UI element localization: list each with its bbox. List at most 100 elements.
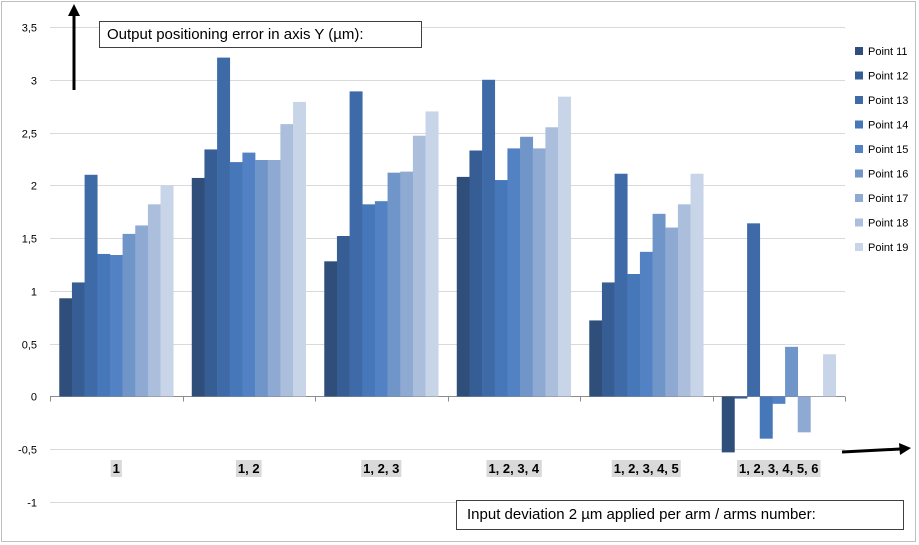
- category-label: 1, 2, 3, 4, 5, 6: [739, 461, 819, 476]
- bar: [349, 91, 363, 397]
- x-axis-label: Input deviation 2 µm applied per arm / a…: [456, 500, 904, 530]
- legend-entry: Point 13: [868, 95, 908, 107]
- bar: [71, 282, 85, 397]
- bar: [797, 396, 811, 433]
- category-label-highlight: [110, 460, 122, 477]
- y-tick-label: 3: [31, 76, 37, 88]
- bar: [785, 346, 799, 397]
- bar: [747, 223, 761, 397]
- bar: [204, 149, 218, 397]
- legend-entry: Point 16: [868, 169, 908, 181]
- legend-swatch: [855, 47, 863, 55]
- category-label-highlight: [361, 460, 402, 477]
- bar: [677, 204, 691, 397]
- category-label: 1: [113, 461, 120, 476]
- axis-arrows: [68, 4, 911, 455]
- bar: [823, 354, 837, 397]
- bar: [690, 173, 704, 397]
- legend-entry: Point 17: [868, 193, 908, 205]
- bar: [721, 396, 735, 453]
- chart-title: Output positioning error in axis Y (µm):: [99, 21, 422, 48]
- x-axis-arrow: [841, 447, 901, 454]
- legend-entry: Point 11: [868, 46, 908, 58]
- category-label-highlight: [486, 460, 542, 477]
- legend-swatch: [855, 96, 863, 104]
- y-tick-label: 2,5: [22, 129, 37, 141]
- category-label: 1, 2, 3: [363, 461, 399, 476]
- bar: [217, 57, 231, 397]
- bar: [772, 396, 786, 404]
- bar: [810, 396, 824, 397]
- bar: [412, 135, 426, 397]
- bar: [267, 160, 281, 397]
- bar: [97, 253, 111, 397]
- bar: [558, 96, 572, 397]
- bar: [336, 236, 350, 397]
- bar: [614, 173, 628, 397]
- bar: [652, 213, 666, 397]
- category-label-highlight: [235, 460, 262, 477]
- bar-series: [59, 57, 837, 453]
- category-label: 1, 2, 3, 4, 5: [614, 461, 679, 476]
- y-tick-label: 1,5: [22, 234, 37, 246]
- category-label-highlight: [737, 460, 821, 477]
- y-tick-label: 0: [31, 392, 37, 404]
- legend-entry: Point 14: [868, 120, 908, 132]
- bar: [147, 204, 161, 397]
- bar: [759, 396, 773, 439]
- bar: [665, 227, 679, 397]
- category-label: 1, 2: [238, 461, 260, 476]
- bar: [639, 251, 653, 397]
- bar: [532, 148, 546, 397]
- bar: [293, 101, 307, 397]
- bar: [191, 177, 205, 397]
- bar: [374, 201, 388, 397]
- bar: [494, 180, 508, 397]
- bar: [135, 225, 149, 397]
- bar: [122, 233, 136, 397]
- bar: [469, 150, 483, 397]
- bar: [734, 396, 748, 399]
- bar: [280, 124, 294, 397]
- legend-entry: Point 15: [868, 144, 908, 156]
- bar: [324, 261, 338, 397]
- bar: [601, 282, 615, 397]
- bar: [545, 127, 559, 397]
- y-axis-ticks: -1 -0,5 0 0,5 1 1,5 2 2,5 3 3,5: [18, 23, 37, 510]
- y-tick-label: 1: [31, 287, 37, 299]
- category-label-highlight: [611, 460, 681, 477]
- bar: [255, 160, 269, 397]
- bar: [589, 320, 603, 397]
- legend: Point 11 Point 12 Point 13 Point 14 Point 15…: [855, 46, 908, 254]
- legend-swatch: [855, 194, 863, 202]
- bar: [400, 171, 414, 397]
- bar: [109, 255, 123, 397]
- bar: [59, 298, 73, 397]
- legend-swatch: [855, 169, 863, 178]
- bar: [387, 172, 401, 397]
- legend-entry: Point 18: [868, 218, 908, 230]
- bar: [160, 185, 174, 397]
- legend-swatch: [855, 120, 863, 129]
- y-tick-label: -1: [27, 498, 37, 510]
- bar: [456, 176, 470, 397]
- bar: [242, 152, 256, 397]
- y-tick-label: -0,5: [18, 445, 37, 457]
- category-label: 1, 2, 3, 4: [488, 461, 539, 476]
- bar: [507, 148, 521, 397]
- bar: [425, 111, 439, 397]
- bar: [84, 174, 98, 397]
- y-axis-arrowhead: [68, 4, 80, 16]
- legend-entry: Point 12: [868, 71, 908, 83]
- bar: [520, 136, 534, 397]
- y-tick-label: 0,5: [22, 340, 37, 352]
- legend-swatch: [855, 218, 863, 227]
- bar: [482, 79, 496, 397]
- bar: [362, 204, 376, 397]
- bar: [627, 274, 641, 397]
- category-labels: 1 1, 2 1, 2, 3 1, 2, 3, 4 1, 2, 3, 4, 5 1, 2,…: [110, 460, 821, 477]
- y-tick-label: 2: [31, 181, 37, 193]
- legend-swatch: [855, 145, 863, 153]
- bar: [229, 162, 243, 397]
